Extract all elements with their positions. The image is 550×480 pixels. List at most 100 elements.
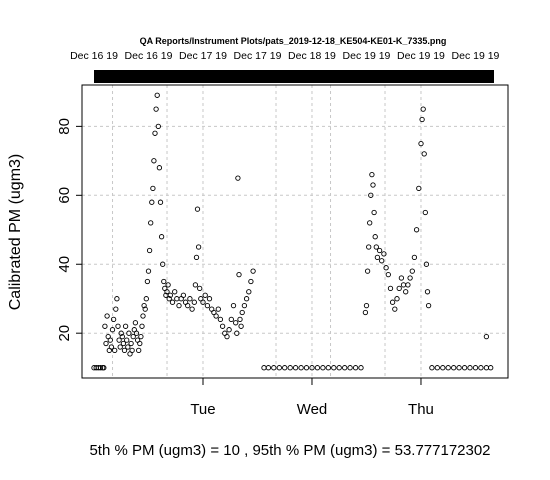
y-tick-label: 40	[56, 256, 73, 273]
data-point	[320, 365, 326, 371]
data-point	[204, 302, 211, 309]
data-point	[146, 247, 153, 254]
data-point	[387, 285, 394, 292]
plot-frame	[81, 84, 509, 379]
data-point	[144, 278, 151, 285]
data-point	[483, 333, 490, 340]
data-point	[367, 220, 373, 226]
data-point	[238, 323, 244, 329]
data-point	[389, 299, 396, 305]
data-point	[137, 340, 143, 347]
top-tick-label: Dec 19 19	[452, 50, 500, 62]
data-point	[158, 234, 165, 240]
data-point	[112, 347, 118, 354]
data-point	[115, 323, 121, 329]
data-point	[372, 234, 378, 240]
data-point	[234, 330, 240, 336]
data-point	[156, 165, 163, 171]
data-point	[109, 327, 116, 333]
x-tick-label: Tue	[190, 401, 215, 418]
data-point	[120, 340, 127, 347]
data-point	[119, 333, 125, 340]
data-point	[118, 330, 124, 336]
data-point	[394, 296, 400, 302]
data-point	[197, 285, 203, 292]
data-point	[172, 289, 178, 295]
data-point	[451, 365, 457, 371]
data-point	[167, 292, 173, 298]
data-point	[200, 299, 206, 305]
x-tick-label: Wed	[297, 401, 328, 418]
y-tick-label: 20	[56, 325, 73, 342]
data-point	[364, 268, 371, 274]
data-point	[103, 340, 109, 347]
data-point	[125, 344, 131, 350]
data-point	[113, 306, 119, 312]
data-point	[250, 268, 256, 274]
data-point	[193, 254, 200, 261]
data-point	[248, 278, 254, 285]
top-tick-label: Dec 19 19	[343, 50, 391, 62]
data-point	[130, 333, 136, 340]
data-point	[483, 365, 490, 371]
data-point	[409, 268, 415, 274]
data-point	[396, 285, 402, 292]
data-point	[235, 175, 241, 181]
data-point	[246, 289, 252, 295]
data-point	[429, 365, 435, 371]
y-axis: 20 40 60 80	[56, 118, 82, 342]
data-point	[143, 296, 149, 302]
data-point	[121, 347, 128, 354]
data-point	[411, 254, 418, 261]
data-point	[116, 337, 122, 343]
y-tick-label: 60	[56, 187, 73, 204]
top-tick-label: Dec 17 19	[179, 50, 227, 62]
data-point	[148, 220, 154, 226]
data-point	[292, 365, 299, 371]
y-axis-label: Calibrated PM (ugm3)	[7, 154, 24, 311]
data-point	[160, 261, 166, 267]
data-point	[180, 292, 187, 298]
top-tick-label: Dec 18 19	[288, 50, 336, 62]
data-points	[91, 92, 494, 371]
data-point	[102, 323, 108, 329]
data-point	[110, 316, 117, 323]
data-point	[139, 323, 145, 329]
data-point	[108, 344, 115, 350]
data-point	[376, 247, 383, 254]
data-point	[141, 302, 147, 309]
data-point	[224, 333, 230, 340]
data-point	[331, 365, 337, 371]
data-point	[488, 365, 494, 371]
data-point	[187, 296, 193, 302]
data-point	[420, 106, 426, 112]
data-point	[413, 227, 420, 233]
data-point	[142, 306, 148, 312]
data-point	[206, 296, 213, 302]
data-point	[478, 365, 484, 371]
data-point	[237, 316, 243, 323]
data-point	[202, 292, 208, 298]
data-point	[138, 333, 144, 340]
top-date-axis: Dec 16 19 Dec 16 19 Dec 17 19 Dec 17 19 Dec …	[70, 50, 499, 62]
data-point	[104, 313, 110, 319]
data-point	[236, 271, 242, 278]
data-point	[416, 185, 422, 192]
data-point	[366, 244, 372, 250]
data-point	[472, 365, 479, 371]
data-point	[418, 140, 424, 147]
data-point	[230, 302, 237, 309]
data-point	[97, 365, 104, 371]
data-point	[467, 365, 473, 371]
data-point	[362, 309, 369, 316]
data-point	[185, 302, 191, 309]
data-point	[282, 365, 288, 371]
data-point	[174, 296, 180, 302]
data-point	[461, 365, 468, 371]
data-point	[276, 365, 282, 371]
data-point	[128, 340, 134, 347]
data-point	[122, 323, 129, 329]
data-point	[325, 365, 331, 371]
data-point	[261, 365, 267, 371]
